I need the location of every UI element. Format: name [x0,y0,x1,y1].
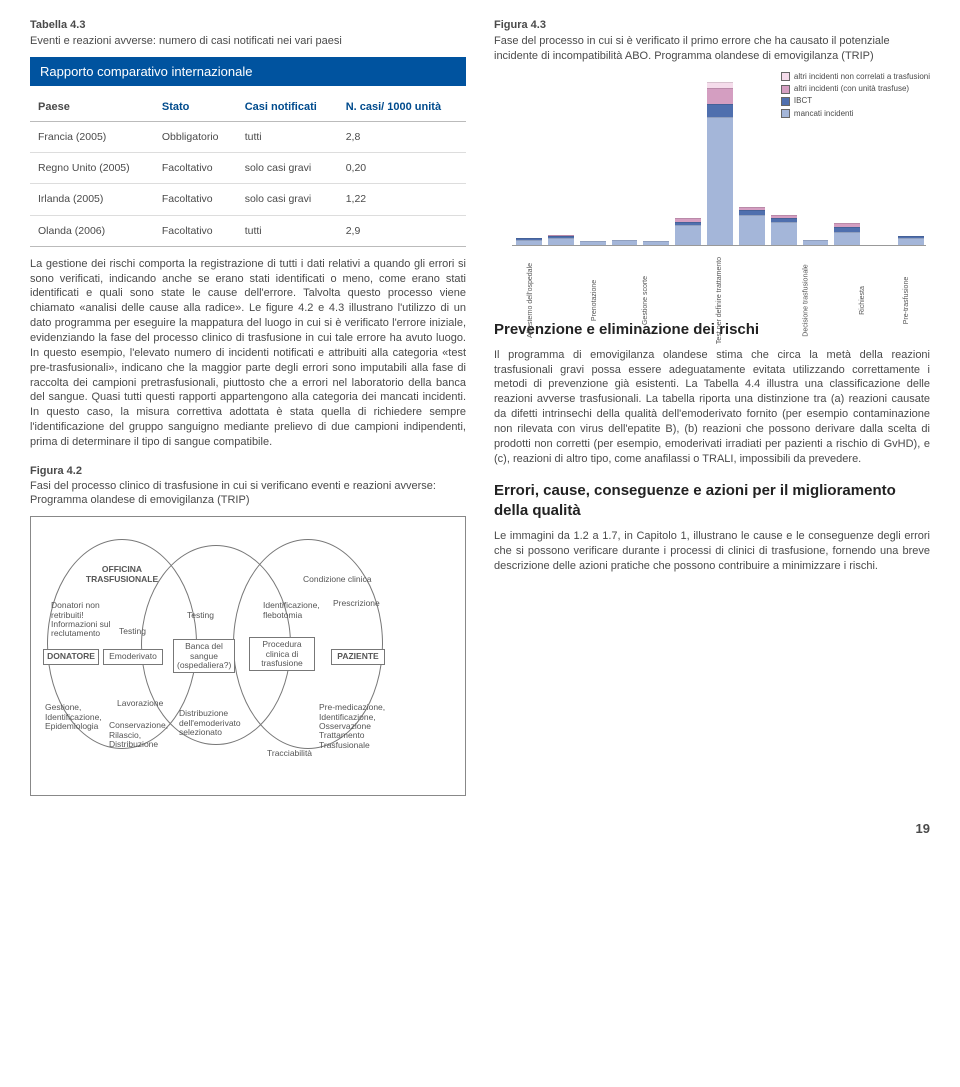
label-donatore: DONATORE [47,651,95,661]
figure-4-3-caption: Fase del processo in cui si è verificato… [494,34,930,64]
label-emoderivato: Emoderivato [103,649,163,664]
table-4-3-label: Tabella 4.3 [30,18,466,33]
x-axis-label: Pre-trasfusione [902,276,957,323]
bar [707,82,733,245]
label-lavorazione: Lavorazione [117,699,163,708]
figure-4-3-chart: altri incidenti non correlati a trasfusi… [494,72,930,302]
table-header: Paese [30,94,154,121]
page-number: 19 [30,820,930,838]
section-errors-title: Errori, cause, conseguenze e azioni per … [494,481,930,522]
label-conservazione: Conservazione, Rilascio, Distribuzione [109,721,175,749]
section-errors-body: Le immagini da 1.2 a 1.7, in Capitolo 1,… [494,529,930,574]
label-officina: OFFICINA TRASFUSIONALE [86,564,158,583]
table-row: Francia (2005)Obbligatoriotutti2,8 [30,122,466,153]
table-row: Olanda (2006)Facoltativotutti2,9 [30,215,466,246]
table-row: Irlanda (2005)Facoltativosolo casi gravi… [30,184,466,215]
bar [739,207,765,244]
bar [675,218,701,244]
label-testing-1: Testing [119,627,146,636]
x-axis-label: All'esterno dell'ospedale [526,263,581,338]
table-4-3: PaeseStatoCasi notificatiN. casi/ 1000 u… [30,94,466,247]
table-header: Casi notificati [237,94,338,121]
bar [643,241,669,244]
x-axis-label: Decisione trasfusionale [801,264,856,336]
bar [612,240,638,245]
bar [834,223,860,244]
label-testing-2: Testing [187,611,214,620]
section-prevention-body: Il programma di emovigilanza olandese st… [494,348,930,467]
bar [771,215,797,244]
label-identificazione: Identificazione, flebotomia [263,601,323,620]
bar [580,241,606,244]
label-tracciabilita: Tracciabilità [267,749,312,758]
figure-4-2-label: Figura 4.2 [30,464,466,479]
left-column: Tabella 4.3 Eventi e reazioni avverse: n… [30,18,466,796]
figure-4-2-diagram: OFFICINA TRASFUSIONALE Condizione clinic… [30,516,466,796]
x-axis-label: Test per definire trattamento [715,256,770,343]
table-4-3-caption: Eventi e reazioni avverse: numero di cas… [30,34,466,49]
label-prescrizione: Prescrizione [333,599,380,608]
label-condizione: Condizione clinica [303,575,372,584]
x-axis-label: Gestione scorte [641,276,696,325]
table-4-3-band: Rapporto comparativo internazionale [30,57,466,87]
x-axis-label: Prenotazione [590,279,645,320]
label-premed: Pre-medicazione, Identificazione, Osserv… [319,703,397,750]
right-column: Figura 4.3 Fase del processo in cui si è… [494,18,930,796]
label-paziente: PAZIENTE [337,651,378,661]
body-paragraph: La gestione dei rischi comporta la regis… [30,257,466,450]
figure-4-3-label: Figura 4.3 [494,18,930,33]
label-banca: Banca del sangue (ospedaliera?) [173,639,235,673]
label-donatori: Donatori non retribuiti! Informazioni su… [51,601,121,638]
bar [548,235,574,245]
label-distribuzione: Distribuzione dell'emoderivato seleziona… [179,709,251,737]
legend-item: altri incidenti non correlati a trasfusi… [781,72,930,82]
table-row: Regno Unito (2005)Facoltativosolo casi g… [30,153,466,184]
table-header: Stato [154,94,237,121]
bar [898,236,924,244]
bar [516,238,542,245]
figure-4-2-caption: Fasi del processo clinico di trasfusione… [30,479,466,509]
bar [803,240,829,245]
label-procedura: Procedura clinica di trasfusione [249,637,315,671]
label-gestione: Gestione, Identificazione, Epidemiologia [45,703,111,731]
table-header: N. casi/ 1000 unità [338,94,466,121]
